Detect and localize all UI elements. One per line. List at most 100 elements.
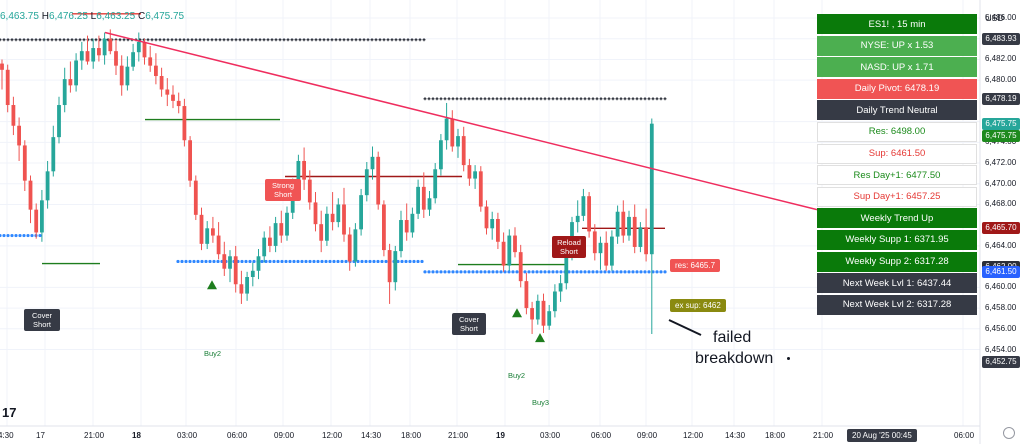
support-dots-left-dot bbox=[38, 233, 42, 238]
candle-body-57 bbox=[325, 213, 329, 241]
support-dots-right-dot bbox=[423, 270, 427, 274]
support-dots-right-dot bbox=[631, 270, 635, 274]
y-tick-6: 6,472.00 bbox=[985, 158, 1017, 168]
buy2-label-a: Buy2 bbox=[204, 349, 222, 358]
candle-body-5 bbox=[28, 180, 33, 210]
candle-body-36 bbox=[205, 228, 210, 244]
support-dots-right-dot bbox=[659, 270, 663, 274]
tradingview-logo[interactable]: 17 bbox=[2, 405, 17, 420]
candle-body-68 bbox=[387, 250, 392, 283]
candle-body-108 bbox=[615, 211, 620, 237]
support-dots-mid-dot bbox=[364, 259, 368, 264]
support-dots-right-dot bbox=[603, 270, 607, 274]
support-dots-right-dot bbox=[475, 270, 479, 274]
ex-sup-tag: ex sup: 6462 bbox=[670, 299, 726, 312]
support-dots-right-dot bbox=[571, 270, 575, 274]
price-tag-1: 6,478.19 bbox=[982, 92, 1020, 105]
candle-body-101 bbox=[575, 215, 580, 223]
candle-body-26 bbox=[148, 57, 153, 66]
x-tick-5: 06:00 bbox=[227, 431, 248, 440]
support-dots-right-dot bbox=[479, 270, 483, 274]
candle-body-62 bbox=[353, 229, 358, 262]
info-row-11: Weekly Supp 2: 6317.28 bbox=[817, 251, 977, 272]
support-dots-mid-dot bbox=[408, 259, 412, 264]
candle-body-44 bbox=[250, 270, 255, 277]
support-dots-mid-dot bbox=[304, 259, 308, 264]
price-tag-0: 6,483.93 bbox=[982, 33, 1020, 46]
support-dots-right-dot bbox=[491, 270, 495, 274]
res-tag: res: 6465.7 bbox=[670, 259, 721, 272]
candle-body-12 bbox=[68, 79, 73, 86]
candle-body-21 bbox=[119, 65, 124, 86]
candle-body-106 bbox=[604, 242, 609, 266]
candle-body-24 bbox=[136, 41, 141, 53]
candle-body-30 bbox=[171, 94, 175, 101]
x-tick-12: 03:00 bbox=[540, 431, 561, 440]
support-dots-right-dot bbox=[507, 270, 511, 274]
info-row-3: Daily Pivot: 6478.19 bbox=[817, 78, 977, 99]
cursor-time-label: 20 Aug '25 00:45 bbox=[847, 429, 917, 442]
support-dots-right-dot bbox=[471, 270, 475, 274]
annotation-arrow bbox=[668, 319, 702, 336]
candle-body-48 bbox=[273, 223, 278, 246]
candle-body-65 bbox=[370, 156, 375, 170]
candle-body-7 bbox=[40, 200, 44, 233]
support-dots-mid-dot bbox=[336, 259, 340, 264]
support-dots-right-dot bbox=[539, 270, 543, 274]
support-dots-mid-dot bbox=[260, 259, 264, 264]
cover-short-label-1: Cover Short bbox=[24, 309, 60, 331]
support-dots-left-dot bbox=[10, 233, 14, 238]
support-dots-mid-dot bbox=[176, 259, 180, 264]
support-dots-right-dot bbox=[439, 270, 443, 274]
support-dots-left-dot bbox=[18, 233, 22, 238]
support-dots-mid-dot bbox=[312, 259, 316, 264]
candle-body-113 bbox=[644, 227, 648, 255]
y-tick-8: 6,468.00 bbox=[985, 199, 1017, 209]
candle-body-50 bbox=[285, 212, 289, 236]
candle-body-2 bbox=[11, 105, 16, 126]
candle-body-37 bbox=[211, 228, 215, 236]
x-tick-16: 14:30 bbox=[725, 431, 746, 440]
info-row-13: Next Week Lvl 2: 6317.28 bbox=[817, 294, 977, 315]
support-dots-left-dot bbox=[30, 233, 34, 238]
candle-body-105 bbox=[598, 242, 603, 254]
support-dots-right-dot bbox=[427, 270, 431, 274]
candle-body-92 bbox=[524, 281, 529, 309]
candle-body-88 bbox=[501, 241, 506, 266]
y-tick-2: 6,482.00 bbox=[985, 54, 1017, 64]
candle-body-59 bbox=[336, 204, 341, 223]
support-dots-mid-dot bbox=[280, 259, 284, 264]
candle-body-16 bbox=[91, 48, 96, 62]
candle-body-58 bbox=[330, 213, 335, 223]
candle-body-110 bbox=[627, 216, 631, 236]
settings-gear-icon[interactable] bbox=[1003, 427, 1015, 439]
support-dots-right-dot bbox=[591, 270, 595, 274]
support-dots-mid-dot bbox=[324, 259, 328, 264]
info-row-8: Sup Day+1: 6457.25 bbox=[817, 186, 977, 207]
support-dots-right-dot bbox=[511, 270, 515, 274]
candle-body-114 bbox=[649, 123, 654, 255]
price-tag-7: 6,452.75 bbox=[982, 356, 1020, 369]
reload-short-label: Reload Short bbox=[552, 236, 586, 258]
x-tick-19: 06:00 bbox=[954, 431, 975, 440]
price-tag-6: 6,461.50 bbox=[982, 265, 1020, 278]
support-dots-right-dot bbox=[559, 270, 563, 274]
support-dots-right-dot bbox=[455, 270, 459, 274]
time-axis-band bbox=[0, 0, 981, 444]
currency-label[interactable]: USD bbox=[985, 13, 1005, 23]
candle-body-85 bbox=[484, 206, 489, 229]
candle-body-90 bbox=[513, 235, 517, 253]
support-dots-mid-dot bbox=[384, 259, 388, 264]
candle-body-43 bbox=[245, 277, 249, 294]
x-tick-9: 18:00 bbox=[401, 431, 422, 440]
support-dots-right-dot bbox=[459, 270, 463, 274]
support-dots-right-dot bbox=[515, 270, 519, 274]
candle-body-63 bbox=[359, 195, 363, 230]
ohlc-high: 6,476.25 bbox=[48, 11, 88, 22]
support-dots-right-dot bbox=[595, 270, 599, 274]
signals-group bbox=[207, 280, 545, 343]
support-dots-mid-dot bbox=[200, 259, 204, 264]
support-dots-right-dot bbox=[583, 270, 587, 274]
annotation-dot bbox=[787, 357, 790, 360]
